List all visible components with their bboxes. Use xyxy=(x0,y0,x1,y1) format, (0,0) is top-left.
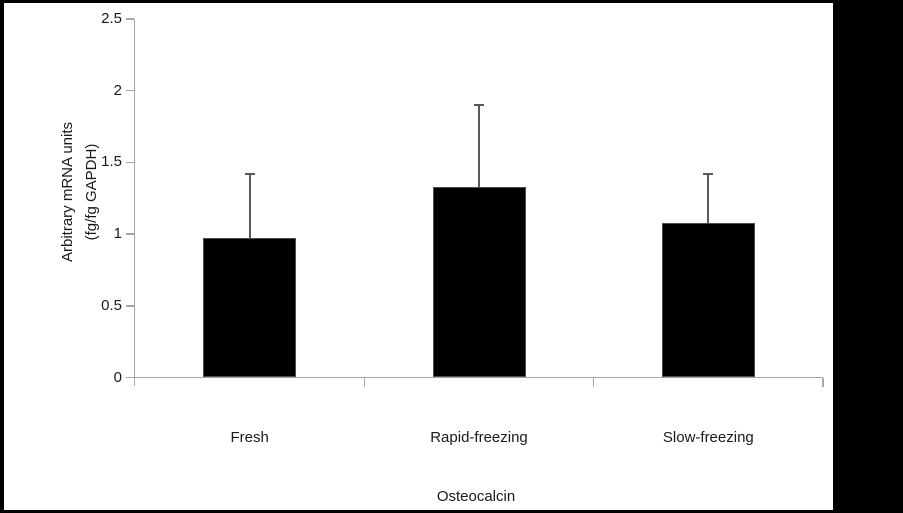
frame-bottom-bar xyxy=(0,510,903,513)
y-axis-title: Arbitrary mRNA units (fg/fg GAPDH) xyxy=(56,122,104,262)
y-tick xyxy=(125,89,134,92)
error-bar-cap xyxy=(244,172,255,175)
y-tick xyxy=(125,233,134,235)
x-axis-separator-tick xyxy=(363,377,366,387)
x-axis-line xyxy=(133,376,823,379)
error-bar-line xyxy=(248,173,251,239)
y-tick-label: 2.5 xyxy=(101,10,122,27)
y-axis-title-line1: Arbitrary mRNA units xyxy=(59,121,76,263)
error-bar-cap xyxy=(703,172,714,175)
bar-fresh xyxy=(203,238,297,378)
y-tick-label: 1.5 xyxy=(101,153,122,171)
error-bar-line xyxy=(478,105,480,187)
frame-right-bar xyxy=(833,0,903,513)
category-label: Rapid-freezing xyxy=(430,429,528,446)
error-bar-cap xyxy=(474,104,484,107)
y-axis-title-line2: (fg/fg GAPDH) xyxy=(83,143,100,241)
y-tick xyxy=(125,376,134,379)
y-tick xyxy=(125,18,134,20)
bar-slow-freezing xyxy=(661,222,755,378)
category-label: Slow-freezing xyxy=(662,429,754,446)
x-axis-separator-tick xyxy=(822,377,824,387)
y-axis-line xyxy=(133,19,135,386)
y-tick-label: 0 xyxy=(113,368,122,386)
y-tick xyxy=(125,161,134,164)
y-tick-label: 1 xyxy=(113,225,122,243)
x-axis-title: Osteocalcin xyxy=(436,488,516,505)
y-tick xyxy=(125,305,134,307)
frame-top-bar xyxy=(0,0,903,3)
y-tick-label: 0.5 xyxy=(101,296,122,314)
x-axis-separator-tick xyxy=(592,377,595,387)
frame-left-bar xyxy=(0,0,4,513)
y-tick-label: 2 xyxy=(113,81,122,99)
category-label: Fresh xyxy=(230,429,269,446)
error-bar-line xyxy=(707,173,710,223)
bar-rapid-freezing xyxy=(432,186,526,378)
